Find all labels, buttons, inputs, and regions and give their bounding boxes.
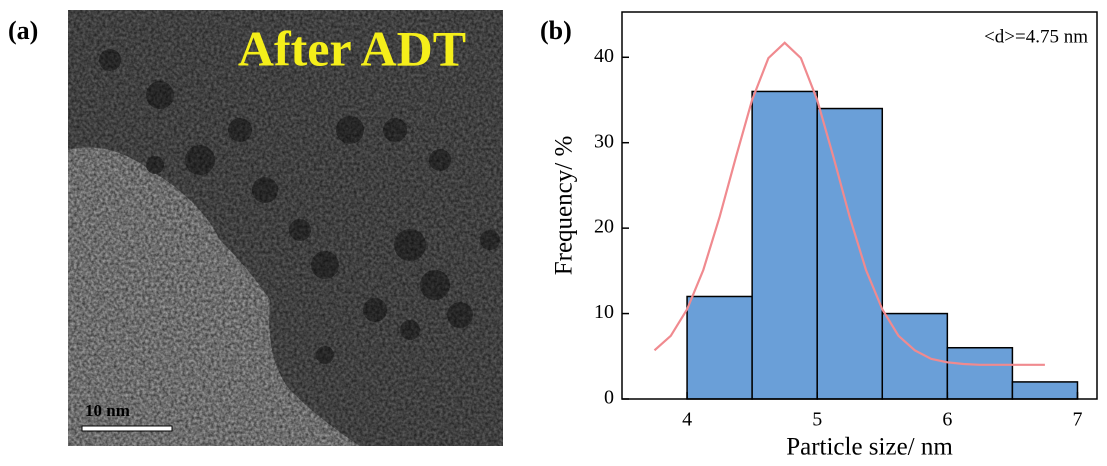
bar — [816, 107, 884, 400]
y-tick-label: 20 — [594, 216, 614, 238]
y-axis-label: Frequency/ % — [551, 136, 578, 276]
image-overlay-text: After ADT — [238, 20, 466, 76]
panel-label: (a) — [8, 16, 38, 45]
x-axis-label: Particle size/ nm — [786, 434, 953, 461]
y-tick-label: 10 — [594, 301, 614, 323]
tem-image — [68, 10, 503, 446]
bar — [1011, 381, 1079, 400]
bar — [946, 346, 1014, 400]
fit-curve — [653, 41, 1045, 366]
scale-bar — [81, 425, 173, 432]
scale-bar-label: 10 nm — [85, 401, 130, 420]
x-tick-label: 7 — [1072, 409, 1082, 431]
bar — [686, 295, 753, 400]
bar — [751, 90, 818, 400]
x-tick-label: 6 — [942, 409, 952, 431]
y-tick-label: 40 — [594, 45, 614, 67]
histogram-chart: 4 5 6 7 0 10 20 30 40 Particle size/ nm Frequency/… — [551, 11, 1098, 461]
y-tick-label: 0 — [604, 387, 614, 409]
y-tick-label: 30 — [594, 130, 614, 152]
x-tick-label: 4 — [682, 409, 692, 431]
plot-frame — [621, 11, 1098, 400]
x-tick-label: 5 — [812, 409, 822, 431]
panel-label: (b) — [540, 16, 572, 45]
annotation: <d>=4.75 nm — [984, 26, 1088, 47]
